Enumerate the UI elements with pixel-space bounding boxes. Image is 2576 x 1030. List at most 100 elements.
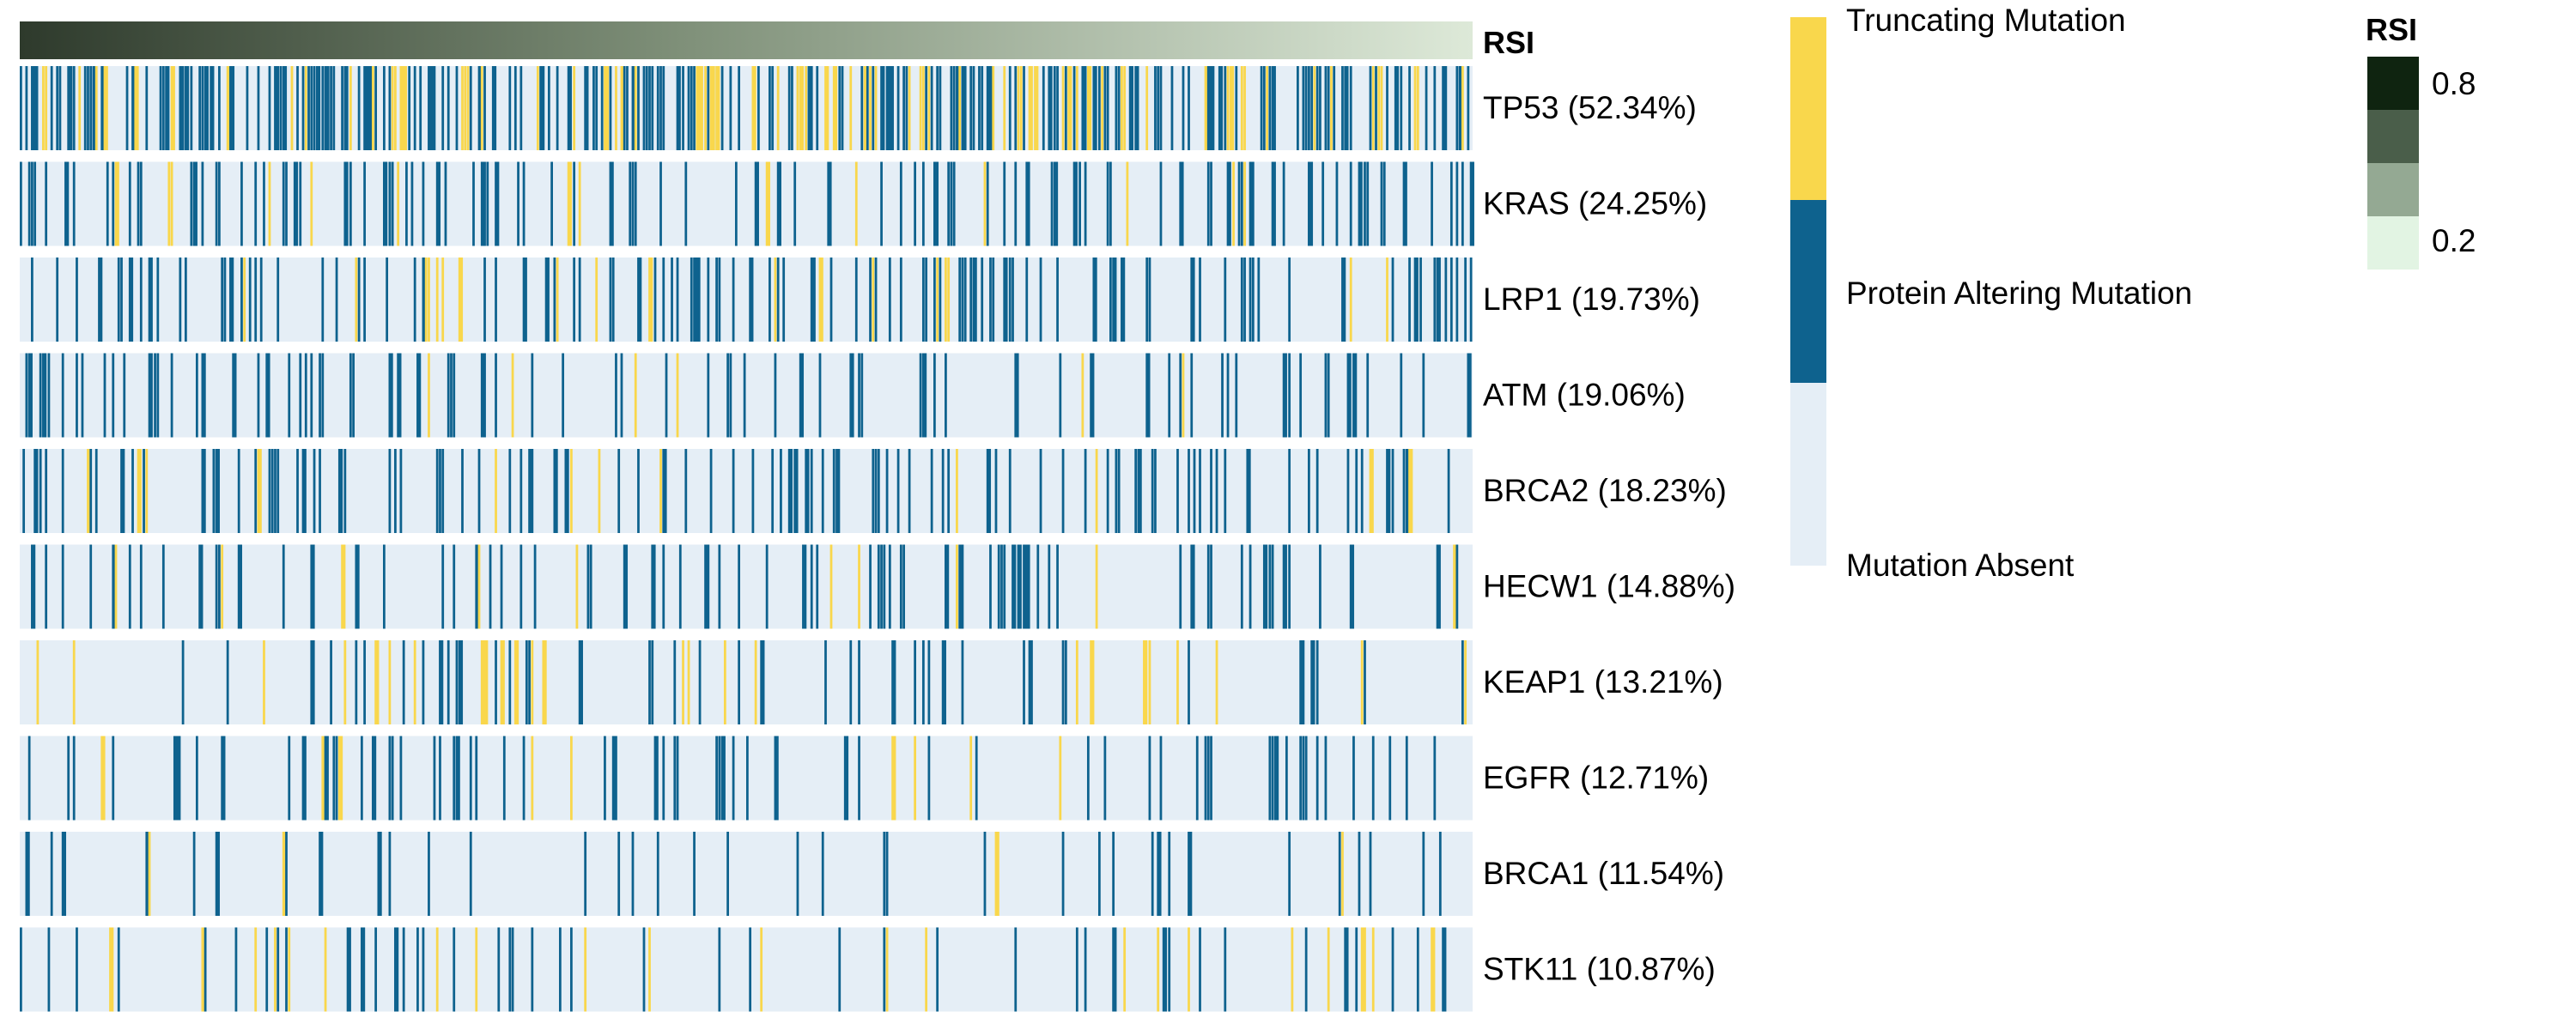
protein-altering-mutation-mark [642, 66, 646, 150]
protein-altering-mutation-mark [477, 449, 481, 533]
protein-altering-mutation-mark [838, 927, 841, 1012]
gene-label-kras: KRAS (24.25%) [1483, 186, 1707, 221]
protein-altering-mutation-mark [860, 66, 864, 150]
protein-altering-mutation-mark [441, 544, 445, 629]
protein-altering-mutation-mark [1190, 353, 1194, 438]
protein-altering-mutation-mark [978, 66, 981, 150]
protein-altering-mutation-mark [1262, 66, 1266, 150]
truncating-mutation-mark [595, 258, 598, 342]
protein-altering-mutation-mark [94, 449, 98, 533]
protein-altering-mutation-mark [676, 258, 679, 342]
protein-altering-mutation-mark [1084, 927, 1087, 1012]
protein-altering-mutation-mark [1310, 640, 1315, 724]
truncating-mutation-mark [606, 66, 610, 150]
protein-altering-mutation-mark [39, 353, 42, 438]
protein-altering-mutation-mark [1436, 258, 1441, 342]
protein-altering-mutation-mark [508, 927, 512, 1012]
protein-altering-mutation-mark [1302, 66, 1305, 150]
protein-altering-mutation-mark [860, 353, 864, 438]
truncating-mutation-mark [1003, 66, 1006, 150]
protein-altering-mutation-mark [388, 66, 392, 150]
protein-altering-mutation-mark [908, 449, 911, 533]
protein-altering-mutation-mark [276, 449, 280, 533]
protein-altering-mutation-mark [1464, 258, 1467, 342]
truncating-mutation-mark [774, 258, 777, 342]
protein-altering-mutation-mark [511, 927, 514, 1012]
truncating-mutation-mark [818, 258, 823, 342]
protein-altering-mutation-mark [120, 449, 125, 533]
protein-altering-mutation-mark [293, 161, 299, 246]
truncating-mutation-mark [715, 66, 720, 150]
protein-altering-mutation-mark [254, 161, 258, 246]
protein-altering-mutation-mark [1053, 66, 1056, 150]
truncating-mutation-mark [500, 640, 505, 724]
protein-altering-mutation-mark [793, 161, 797, 246]
protein-altering-mutation-mark [161, 544, 165, 629]
protein-altering-mutation-mark [1315, 66, 1319, 150]
truncating-mutation-mark [754, 640, 757, 724]
protein-altering-mutation-mark [972, 258, 977, 342]
truncating-mutation-mark [1081, 353, 1084, 438]
protein-altering-mutation-mark [240, 161, 243, 246]
protein-altering-mutation-mark [1304, 927, 1308, 1012]
protein-altering-mutation-mark [1467, 66, 1470, 150]
protein-altering-mutation-mark [349, 353, 352, 438]
protein-altering-mutation-mark [1092, 66, 1097, 150]
protein-altering-mutation-mark [1341, 258, 1346, 342]
protein-altering-mutation-mark [192, 832, 196, 916]
protein-altering-mutation-mark [1436, 544, 1441, 629]
protein-altering-mutation-mark [1195, 736, 1199, 821]
protein-altering-mutation-mark [933, 161, 939, 246]
protein-altering-mutation-mark [1115, 66, 1118, 150]
truncating-mutation-mark [282, 832, 288, 916]
protein-altering-mutation-mark [234, 927, 238, 1012]
protein-altering-mutation-mark [237, 449, 240, 533]
protein-altering-mutation-mark [218, 66, 221, 150]
protein-altering-mutation-mark [1333, 66, 1336, 150]
protein-altering-mutation-mark [899, 544, 902, 629]
protein-altering-mutation-mark [1308, 161, 1313, 246]
truncating-mutation-mark [103, 66, 108, 150]
truncating-mutation-mark [321, 736, 326, 821]
protein-altering-mutation-mark [1310, 161, 1314, 246]
truncating-mutation-mark [598, 449, 601, 533]
protein-altering-mutation-mark [410, 161, 414, 246]
protein-altering-mutation-mark [274, 449, 276, 533]
protein-altering-mutation-mark [288, 353, 291, 438]
protein-altering-mutation-mark [550, 161, 553, 246]
protein-altering-mutation-mark [631, 66, 636, 150]
protein-altering-mutation-mark [1352, 353, 1358, 438]
truncating-mutation-mark [824, 66, 829, 150]
truncating-mutation-mark [201, 927, 206, 1012]
protein-altering-mutation-mark [765, 544, 769, 629]
protein-altering-mutation-mark [1249, 544, 1252, 629]
protein-altering-mutation-mark [1327, 353, 1330, 438]
truncating-mutation-mark [391, 66, 394, 150]
protein-altering-mutation-mark [276, 66, 280, 150]
protein-altering-mutation-mark [651, 544, 656, 629]
protein-altering-mutation-mark [656, 66, 659, 150]
protein-altering-mutation-mark [880, 544, 883, 629]
protein-altering-mutation-mark [896, 66, 900, 150]
truncating-mutation-mark [480, 66, 483, 150]
protein-altering-mutation-mark [165, 66, 170, 150]
protein-altering-mutation-mark [89, 66, 93, 150]
protein-altering-mutation-mark [1072, 161, 1078, 246]
protein-altering-mutation-mark [1193, 449, 1196, 533]
protein-altering-mutation-mark [1394, 66, 1400, 150]
protein-altering-mutation-mark [1014, 66, 1018, 150]
protein-altering-mutation-mark [1455, 161, 1459, 246]
protein-altering-mutation-mark [1391, 449, 1394, 533]
protein-altering-mutation-mark [933, 258, 936, 342]
protein-altering-mutation-mark [433, 66, 436, 150]
truncating-mutation-mark [480, 640, 486, 724]
protein-altering-mutation-mark [313, 66, 316, 150]
protein-altering-mutation-mark [1128, 66, 1133, 150]
truncating-mutation-mark [869, 66, 872, 150]
truncating-mutation-mark [872, 258, 875, 342]
protein-altering-mutation-mark [179, 66, 184, 150]
protein-altering-mutation-mark [1240, 161, 1243, 246]
protein-altering-mutation-mark [76, 258, 78, 342]
truncating-mutation-mark [495, 449, 497, 533]
protein-altering-mutation-mark [1168, 353, 1171, 438]
